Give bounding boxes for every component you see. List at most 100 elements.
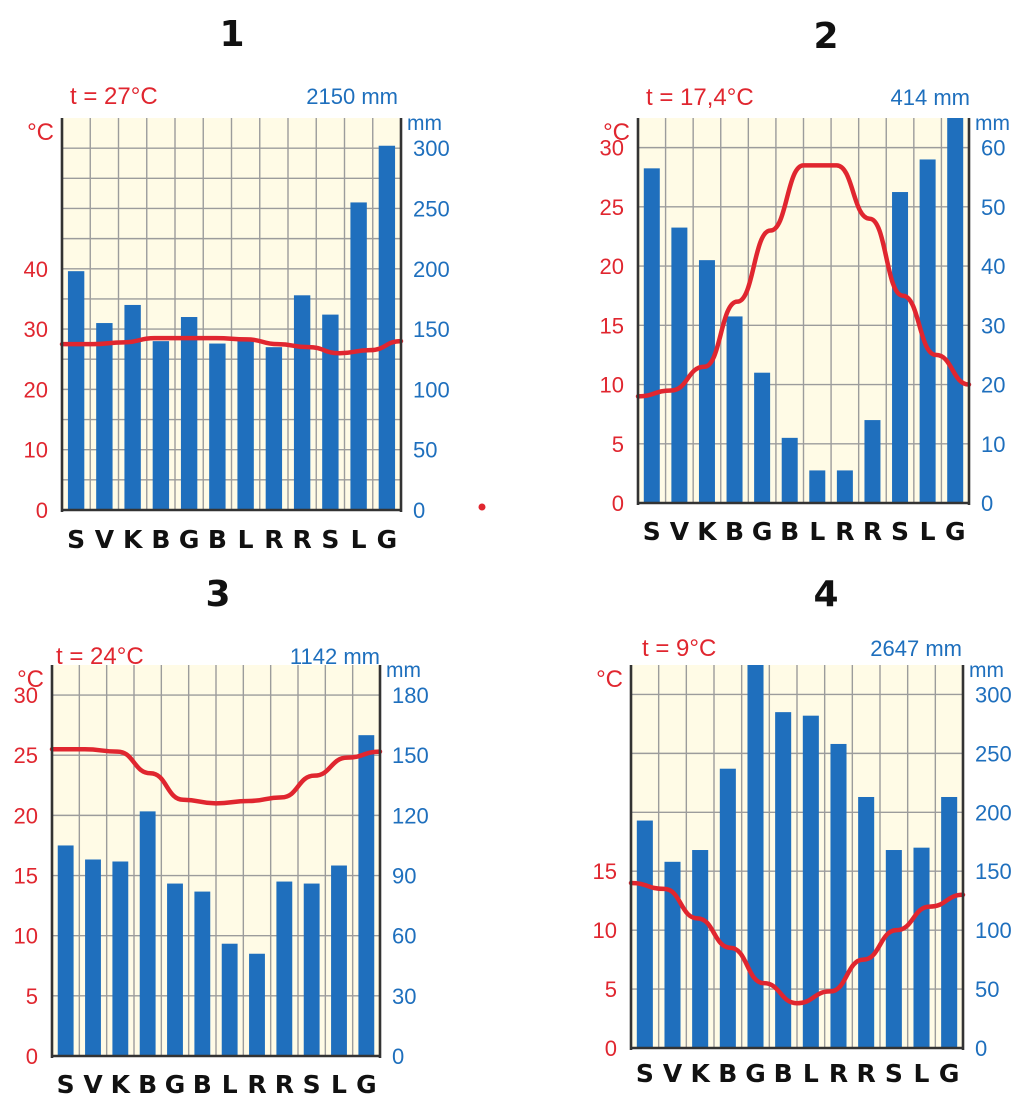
precipitation-bar	[809, 470, 826, 503]
temperature-line	[49, 746, 383, 806]
month-label: S	[57, 1070, 75, 1097]
right-axis-tick-label: 10	[981, 432, 1005, 457]
precipitation-bar	[378, 145, 396, 511]
right-axis-tick-label: 60	[981, 136, 1005, 161]
left-axis-tick-label: 0	[36, 498, 48, 523]
left-axis-tick-label: 0	[26, 1044, 38, 1069]
precipitation-bar	[57, 845, 74, 1056]
right-axis-tick-label: 120	[392, 803, 429, 828]
right-axis-tick-label: 90	[392, 864, 416, 889]
left-axis-tick-label: 0	[605, 1036, 617, 1061]
annual-temperature-label: t = 17,4°C	[646, 84, 754, 111]
right-axis-unit: mm	[975, 112, 1010, 135]
precipitation-bar	[775, 712, 792, 1048]
precipitation-bar	[167, 883, 183, 1056]
precipitation-bar	[85, 859, 101, 1056]
month-label: K	[697, 517, 718, 546]
precipitation-bars	[643, 118, 964, 504]
precipitation-bar	[719, 768, 736, 1048]
precipitation-bar	[331, 865, 347, 1056]
precipitation-bar	[237, 338, 254, 510]
month-label: B	[151, 525, 170, 554]
chart-number: 1	[219, 14, 244, 55]
right-axis-tick-label: 100	[413, 377, 450, 402]
month-label: L	[331, 1070, 347, 1097]
precipitation-bar	[913, 847, 930, 1048]
precipitation-bar	[249, 953, 265, 1056]
right-axis-tick-label: 0	[413, 498, 425, 523]
annual-precipitation-label: 2150 mm	[306, 84, 398, 109]
right-axis-tick-label: 60	[392, 924, 416, 949]
precipitation-bar	[358, 735, 375, 1056]
left-axis-tick-label: 15	[14, 864, 38, 889]
left-axis-unit: °C	[27, 119, 54, 146]
temperature-line	[59, 335, 404, 356]
stray-red-dot	[478, 503, 486, 511]
month-label: B	[208, 525, 227, 554]
left-axis-tick-label: 30	[14, 683, 38, 708]
precipitation-bar	[139, 811, 156, 1056]
climate-chart-4: 4t = 9°C 2647 mm°C mm051015050100150200250…	[593, 574, 1012, 1088]
precipitation-bar	[221, 943, 238, 1056]
precipitation-bar	[112, 861, 129, 1056]
month-label: L	[351, 525, 367, 554]
precipitation-bar	[754, 372, 771, 503]
month-label: V	[95, 525, 115, 554]
month-label: S	[636, 1059, 654, 1088]
month-label: B	[780, 517, 799, 546]
precipitation-bar	[892, 192, 909, 504]
annual-precipitation-label: 414 mm	[891, 85, 970, 110]
precipitation-bar	[124, 304, 141, 510]
right-axis-tick-label: 300	[975, 682, 1012, 707]
right-axis-tick-label: 200	[413, 257, 450, 282]
climate-chart-1: 1 t = 27°C 2150 mm °C mm 0 10 20 30 40 0 50 100 150 20…	[24, 14, 450, 554]
month-label: L	[914, 1059, 930, 1088]
month-label: S	[643, 517, 661, 546]
right-axis-tick-label: 50	[413, 438, 437, 463]
annual-temperature-label: t = 24°C	[56, 643, 144, 670]
right-axis-tick-label: 180	[392, 683, 429, 708]
chart-number: 4	[813, 574, 838, 615]
left-axis-tick-label: 30	[24, 317, 48, 342]
month-label: B	[193, 1070, 212, 1097]
right-axis-tick-label: 50	[981, 195, 1005, 220]
right-axis-tick-label: 300	[413, 136, 450, 161]
precipitation-bar	[802, 715, 819, 1048]
precipitation-bar	[664, 861, 681, 1048]
left-axis-tick-label: 40	[24, 257, 48, 282]
month-label: B	[774, 1059, 793, 1088]
left-axis-tick-label: 15	[600, 313, 624, 338]
left-axis-tick-label: 20	[600, 254, 624, 279]
month-label: S	[321, 525, 339, 554]
left-axis-tick-label: 5	[612, 432, 624, 457]
precipitation-bar	[67, 271, 85, 510]
month-label: G	[745, 1059, 766, 1088]
month-label: G	[377, 525, 398, 554]
precipitation-bars	[67, 145, 396, 511]
left-axis-tick-label: 20	[24, 377, 48, 402]
month-label: S	[891, 517, 909, 546]
month-label: G	[752, 517, 773, 546]
month-label: G	[945, 517, 966, 546]
right-axis-tick-label: 250	[975, 741, 1012, 766]
annual-precipitation-label: 1142 mm	[290, 644, 380, 669]
month-label: R	[857, 1059, 876, 1088]
right-axis-tick-label: 0	[392, 1044, 404, 1069]
precipitation-bar	[671, 227, 688, 504]
month-label: V	[663, 1059, 683, 1088]
right-axis-tick-label: 20	[981, 373, 1005, 398]
annual-precipitation-label: 2647 mm	[870, 636, 962, 661]
left-axis-tick-label: 10	[593, 918, 617, 943]
chart-number: 3	[205, 574, 230, 615]
left-axis-unit: °C	[596, 666, 623, 693]
left-axis-tick-label: 10	[14, 924, 38, 949]
precipitation-bar	[941, 796, 958, 1048]
month-label: B	[138, 1070, 157, 1097]
month-label: L	[803, 1059, 819, 1088]
temperature-line	[628, 880, 966, 1006]
precipitation-bars	[636, 665, 958, 1048]
annual-temperature-label: t = 9°C	[642, 635, 716, 662]
month-label: G	[356, 1070, 377, 1097]
right-axis-tick-label: 40	[981, 254, 1005, 279]
